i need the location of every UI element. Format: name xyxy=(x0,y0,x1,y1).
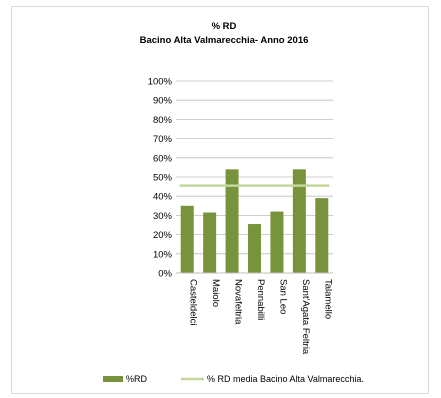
y-tick-label: 10% xyxy=(153,249,173,260)
x-tick-label: Casteldelci xyxy=(188,279,199,325)
x-tick-label: Pennabilli xyxy=(255,279,266,320)
bar xyxy=(248,224,261,273)
x-tick-label: Maiolo xyxy=(210,279,221,307)
x-tick-label: Sant'Agata Feltria xyxy=(300,279,311,355)
legend-bar-label: %RD xyxy=(126,374,148,384)
x-tick-label: San Leo xyxy=(277,279,288,314)
chart-subtitle: Bacino Alta Valmarecchia- Anno 2016 xyxy=(140,35,309,46)
y-tick-label: 50% xyxy=(153,173,173,184)
chart-title: % RD xyxy=(212,21,237,32)
x-axis-labels: Casteldelci Maiolo Novafeltria Pennabilli Sa… xyxy=(188,279,334,355)
y-tick-label: 40% xyxy=(153,192,173,203)
bar xyxy=(225,169,239,273)
y-tick-label: 80% xyxy=(153,115,173,126)
legend-bar-swatch xyxy=(103,376,123,382)
y-tick-label: 70% xyxy=(153,134,173,145)
bar xyxy=(180,205,194,273)
y-tick-label: 30% xyxy=(153,211,173,222)
legend: %RD % RD media Bacino Alta Valmarecchia. xyxy=(103,374,364,384)
y-tick-label: 0% xyxy=(158,269,172,280)
y-tick-label: 60% xyxy=(153,153,173,164)
bar xyxy=(270,211,284,273)
gridlines xyxy=(176,80,333,255)
bar xyxy=(292,169,306,273)
y-axis-ticks: 0% 10% 20% 30% 40% 50% 60% 70% 80% 90% 100% xyxy=(148,77,173,280)
bar xyxy=(203,212,217,273)
x-tick-label: Talamello xyxy=(322,279,333,319)
bar-series xyxy=(180,169,329,273)
chart-frame xyxy=(11,6,429,394)
y-tick-label: 90% xyxy=(153,96,173,107)
y-tick-label: 20% xyxy=(153,230,173,241)
x-tick-label: Novafeltria xyxy=(233,279,244,325)
y-tick-label: 100% xyxy=(148,77,173,88)
bar xyxy=(315,198,329,273)
legend-line-label: % RD media Bacino Alta Valmarecchia. xyxy=(207,374,364,384)
